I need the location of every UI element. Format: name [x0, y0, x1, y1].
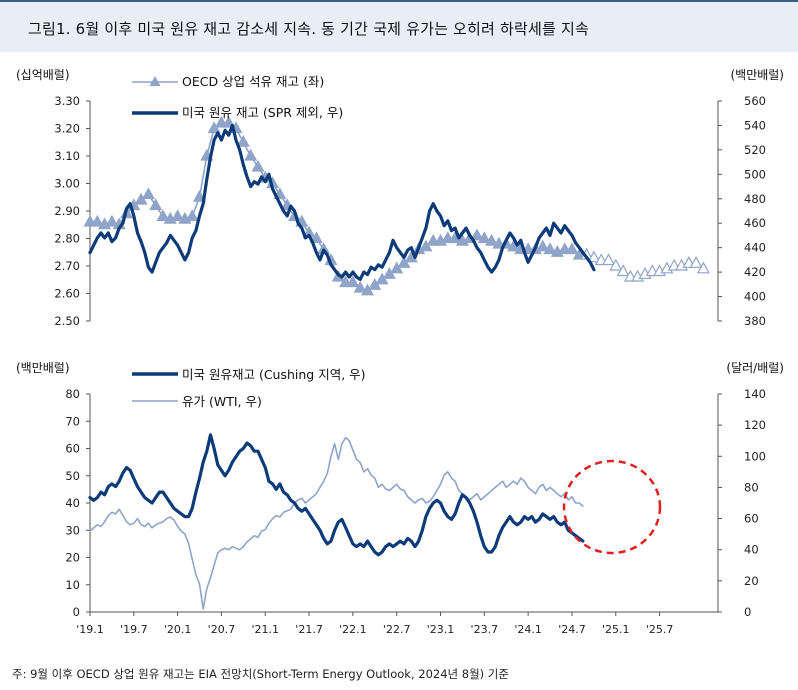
legend-wti-label: 유가 (WTI, 우) [182, 394, 262, 409]
x-tick-label: '21.1 [251, 623, 279, 636]
left-tick-label: 3.30 [54, 94, 80, 108]
series-line-dark [88, 433, 585, 557]
left-tick-label: 60 [65, 442, 80, 456]
x-tick-label: '19.7 [120, 623, 148, 636]
left-tick-label: 2.80 [54, 232, 80, 246]
left-tick-label: 2.70 [54, 259, 80, 273]
right-tick-label: 460 [744, 216, 766, 230]
bottom-left-unit: (백만배럴) [16, 361, 70, 375]
left-tick-label: 0 [73, 605, 80, 619]
footnote: 주: 9월 이후 OECD 상업 원유 재고는 EIA 전망치(Short-Te… [12, 667, 509, 681]
data-point-marker [309, 231, 323, 244]
right-tick-label: 0 [744, 605, 751, 619]
data-point-marker [353, 280, 367, 293]
data-point-marker [543, 242, 557, 255]
x-tick-label: '24.1 [514, 623, 542, 636]
left-tick-label: 10 [65, 578, 80, 592]
forecast-point-marker [689, 256, 703, 268]
left-tick-label: 30 [65, 523, 80, 537]
right-tick-label: 380 [744, 314, 766, 328]
left-tick-label: 20 [65, 551, 80, 565]
right-tick-label: 540 [744, 118, 766, 132]
data-point-marker [346, 275, 360, 288]
right-tick-label: 480 [744, 192, 766, 206]
x-tick-label: '23.1 [427, 623, 455, 636]
left-tick-label: 2.60 [54, 287, 80, 301]
top-left-unit: (십억배럴) [16, 68, 70, 82]
left-tick-label: 50 [65, 469, 80, 483]
data-point-marker [244, 148, 258, 161]
data-point-marker [185, 209, 199, 222]
x-tick-label: '19.1 [76, 623, 104, 636]
left-tick-label: 2.50 [54, 314, 80, 328]
data-point-marker [236, 134, 250, 147]
x-tick-label: '25.7 [646, 623, 674, 636]
legend-oecd-marker [149, 76, 161, 86]
forecast-point-marker [696, 261, 710, 274]
x-tick-label: '23.7 [471, 623, 499, 636]
data-point-marker [470, 228, 484, 241]
right-tick-label: 20 [744, 574, 759, 588]
data-point-marker [149, 198, 163, 211]
legend-cushing-label: 미국 원유재고 (Cushing 지역, 우) [182, 367, 366, 382]
forecast-point-marker [587, 250, 601, 263]
x-tick-label: '25.1 [602, 623, 630, 636]
right-tick-label: 520 [744, 143, 766, 157]
series-line-light [89, 436, 584, 610]
right-tick-label: 500 [744, 167, 766, 181]
right-tick-label: 440 [744, 241, 766, 255]
bottom-legend: 미국 원유재고 (Cushing 지역, 우) 유가 (WTI, 우) [132, 367, 366, 409]
data-point-marker [536, 239, 550, 252]
left-tick-label: 3.10 [54, 149, 80, 163]
data-point-marker [565, 242, 579, 255]
forecast-point-marker [609, 258, 623, 271]
x-tick-label: '24.7 [558, 623, 586, 636]
left-tick-label: 80 [65, 387, 80, 401]
right-tick-label: 140 [744, 387, 766, 401]
right-tick-label: 60 [744, 512, 759, 526]
data-point-marker [485, 233, 499, 246]
legend-oecd-label: OECD 상업 석유 재고 (좌) [182, 74, 324, 89]
data-point-marker [90, 214, 104, 227]
chart-title: 그림1. 6월 이후 미국 원유 재고 감소세 지속. 동 기간 국제 유가는 … [28, 20, 589, 38]
data-point-marker [192, 189, 207, 202]
top-chart: (십억배럴) (백만배럴) 3.30 3.20 3.10 3.00 2.90 2.80 2.… [16, 68, 784, 328]
forecast-point-marker [601, 253, 616, 266]
forecast-point-marker [616, 264, 630, 277]
right-tick-label: 420 [744, 265, 766, 279]
right-tick-label: 80 [744, 480, 759, 494]
data-point-marker [105, 214, 119, 227]
x-tick-label: '20.1 [164, 623, 192, 636]
data-point-marker [477, 231, 491, 244]
x-tick-label: '21.7 [295, 623, 323, 636]
series-line-dark [88, 123, 596, 281]
right-tick-label: 560 [744, 94, 766, 108]
data-point-marker [156, 209, 170, 222]
top-right-unit: (백만배럴) [730, 68, 784, 82]
data-point-marker [141, 187, 155, 200]
data-point-marker [171, 209, 185, 222]
highlight-circle [562, 459, 662, 555]
left-tick-label: 3.20 [54, 122, 80, 136]
x-tick-label: '22.1 [339, 623, 367, 636]
right-tick-label: 40 [744, 543, 759, 557]
left-tick-label: 3.00 [54, 177, 80, 191]
left-tick-label: 40 [65, 496, 80, 510]
chart-canvas: (십억배럴) (백만배럴) 3.30 3.20 3.10 3.00 2.90 2.80 2.… [16, 68, 784, 636]
top-legend: OECD 상업 석유 재고 (좌) 미국 원유 재고 (SPR 제외, 우) [132, 74, 343, 120]
bottom-right-unit: (달러/배럴) [726, 361, 784, 375]
data-point-marker [251, 159, 265, 172]
title-bar: 그림1. 6월 이후 미국 원유 재고 감소세 지속. 동 기간 국제 유가는 … [0, 0, 798, 52]
right-tick-label: 400 [744, 290, 766, 304]
x-tick-label: '20.7 [208, 623, 236, 636]
right-tick-label: 100 [744, 449, 766, 463]
left-tick-label: 2.90 [54, 204, 80, 218]
right-tick-label: 120 [744, 418, 766, 432]
legend-us-stock-label: 미국 원유 재고 (SPR 제외, 우) [182, 105, 343, 120]
left-tick-label: 70 [65, 414, 80, 428]
x-tick-label: '22.7 [383, 623, 411, 636]
